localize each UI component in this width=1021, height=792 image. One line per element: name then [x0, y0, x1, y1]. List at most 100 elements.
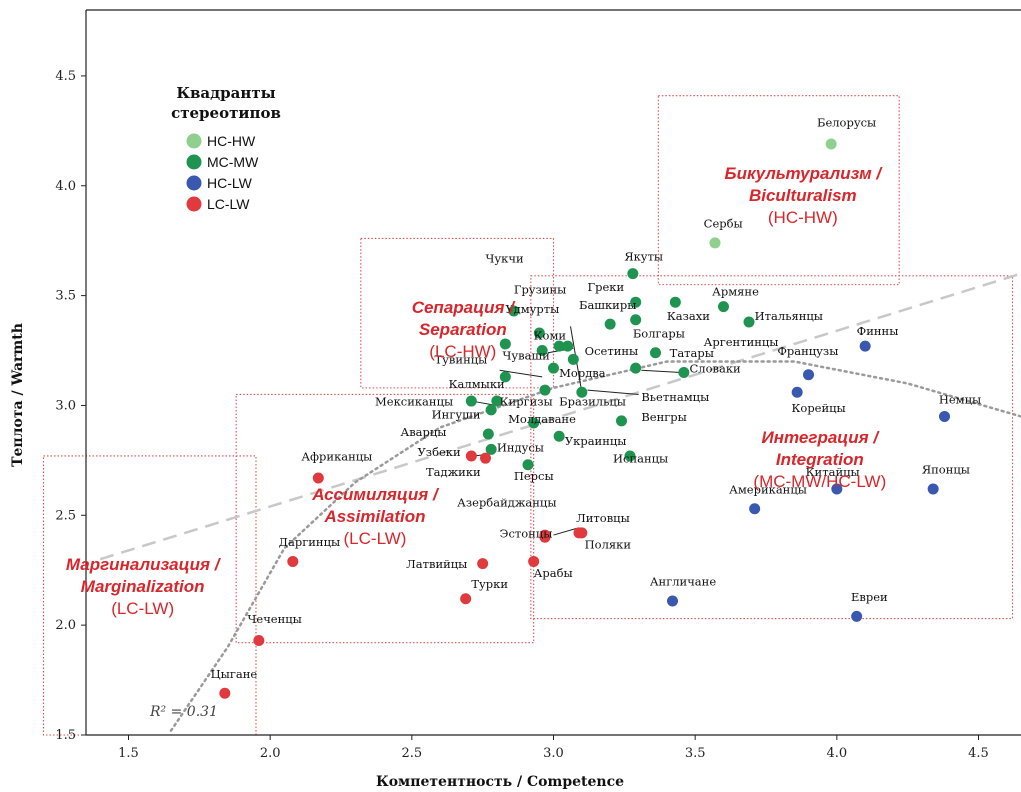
data-point — [522, 459, 534, 471]
data-point — [491, 395, 503, 407]
data-point — [650, 347, 661, 359]
x-tick-label: 3.5 — [685, 746, 706, 761]
region-separation — [360, 237, 555, 389]
data-point — [465, 395, 477, 407]
region-label-line2: Integration — [776, 450, 864, 469]
point-label: Удмурты — [505, 302, 559, 316]
x-tick-label: 4.0 — [826, 746, 847, 761]
point-label: Сербы — [704, 217, 743, 231]
x-tick-label: 2.0 — [260, 746, 281, 761]
quadrant-regions — [42, 95, 1014, 736]
data-point — [630, 296, 642, 308]
region-marginalization — [42, 455, 257, 736]
data-point — [859, 340, 871, 352]
x-tick-label: 3.0 — [543, 746, 564, 761]
point-label: Греки — [588, 280, 625, 294]
point-label: Аварцы — [401, 425, 447, 439]
data-point — [536, 345, 548, 357]
data-point — [825, 138, 837, 150]
y-tick-label: 4.5 — [55, 69, 76, 84]
region-label-line1: Сепарация / — [412, 298, 517, 317]
legend-label: MC-MW — [207, 154, 259, 170]
data-point — [667, 595, 678, 607]
legend-marker — [186, 175, 202, 191]
point-label: Ингуши — [432, 408, 481, 422]
data-point — [482, 428, 494, 440]
point-label: Бразильцы — [559, 394, 626, 408]
leader-line — [641, 369, 682, 373]
point-label: Тувинцы — [435, 353, 488, 367]
point-label: Цыгане — [211, 667, 258, 681]
point-label: Болгары — [633, 326, 685, 340]
point-label: Мексиканцы — [375, 394, 453, 408]
data-point — [567, 353, 579, 365]
data-point — [627, 268, 639, 280]
point-label: Немцы — [939, 392, 981, 406]
point-label: Испанцы — [613, 452, 668, 466]
axes: 1.5 2.0 2.5 3.0 3.5 4.0 4.5 1.5 2.0 2.5 3.0 3.5 4.0 4… — [55, 9, 1021, 761]
point-label: Украинцы — [565, 434, 627, 448]
fit-lines — [99, 272, 1021, 732]
point-label: Французы — [777, 344, 838, 358]
y-tick-label: 2.0 — [55, 618, 76, 633]
legend-label: LC-LW — [207, 196, 250, 212]
quadrant-labels: Маргинализация / Marginalization (LC-LW) Ас… — [66, 164, 886, 618]
region-integration — [530, 275, 1014, 620]
point-label: Осетины — [585, 344, 639, 358]
point-label: Вьетнамцы — [641, 390, 709, 404]
data-point — [460, 593, 472, 605]
linear-fit-line — [99, 272, 1021, 561]
point-label: Калмыки — [449, 377, 505, 391]
region-label-line2: Assimilation — [323, 507, 425, 526]
data-point — [939, 410, 950, 422]
point-label: Узбеки — [418, 445, 461, 459]
data-point — [553, 430, 565, 442]
x-tick-label: 2.5 — [401, 746, 422, 761]
data-point — [624, 450, 636, 462]
point-label: Грузины — [514, 282, 567, 296]
point-label: Татары — [670, 346, 714, 360]
point-label: Якуты — [624, 249, 663, 263]
data-point — [616, 415, 627, 427]
leader-line — [553, 528, 577, 536]
data-point — [477, 558, 489, 570]
data-point — [630, 362, 642, 374]
point-label: Венгры — [641, 410, 686, 424]
point-label: Англичане — [650, 575, 716, 589]
region-label-line3: (LC-HW) — [429, 342, 496, 361]
region-label-line3: (LC-LW) — [111, 599, 174, 618]
data-point — [630, 314, 642, 326]
point-label: Литовцы — [576, 511, 630, 525]
legend: Квадранты стереотипов HC-HW MC-MW HC-LW LC-… — [171, 84, 281, 212]
point-label: Индусы — [497, 441, 544, 455]
data-point — [927, 483, 939, 495]
x-tick-label: 1.5 — [118, 746, 139, 761]
y-tick-label: 3.5 — [55, 289, 76, 304]
legend-label: HC-LW — [207, 175, 253, 191]
region-label-line2: Separation — [419, 320, 507, 339]
leader-line — [587, 389, 639, 395]
data-point — [528, 417, 540, 429]
data-point — [851, 610, 863, 622]
data-points — [219, 138, 950, 699]
point-labels: Белорусы Сербы Якуты Чукчи Грузины Удмурты Гре… — [211, 115, 981, 680]
point-label: Турки — [471, 577, 508, 591]
point-label: Киргизы — [500, 394, 553, 408]
point-label: Китайцы — [806, 465, 860, 479]
region-assimilation — [235, 393, 535, 644]
data-point — [253, 635, 265, 647]
legend-title-line2: стереотипов — [171, 104, 281, 122]
point-label: Эстонцы — [500, 526, 553, 540]
data-point — [539, 529, 551, 541]
data-point — [576, 527, 588, 539]
region-label-line2: Marginalization — [81, 577, 205, 596]
data-point — [678, 367, 690, 378]
data-point — [803, 369, 814, 381]
data-point — [480, 452, 491, 464]
point-label: Корейцы — [792, 401, 846, 415]
point-label: Белорусы — [817, 115, 876, 129]
point-label: Казахи — [667, 309, 710, 323]
point-label: Финны — [857, 324, 899, 338]
